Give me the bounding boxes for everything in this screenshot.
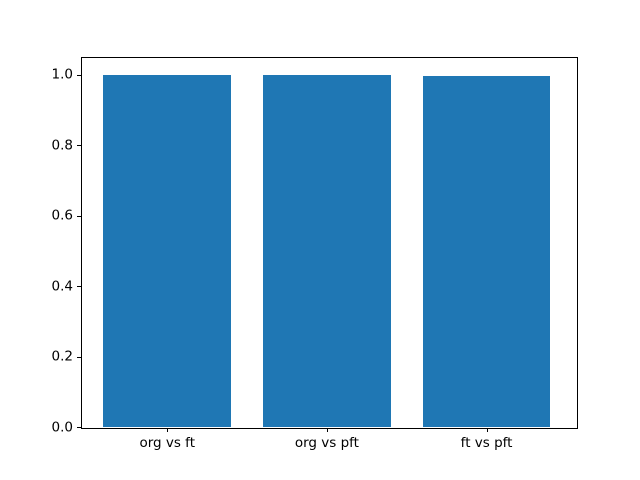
y-tick-label: 0.0 <box>51 418 73 435</box>
y-tick-label: 0.6 <box>51 207 73 224</box>
y-tick-label: 0.4 <box>51 277 73 294</box>
y-tick-mark <box>77 74 81 76</box>
x-tick-label-org-vs-pft: org vs pft <box>294 435 359 451</box>
x-tick-label-ft-vs-pft: ft vs pft <box>460 435 513 451</box>
bar-org-vs-pft <box>263 75 391 427</box>
x-tick-mark <box>167 428 169 432</box>
bar-ft-vs-pft <box>422 76 551 427</box>
y-tick-label: 0.8 <box>51 136 73 153</box>
y-tick-mark <box>77 286 81 288</box>
y-tick-mark <box>77 356 81 358</box>
x-tick-mark <box>326 428 328 432</box>
x-tick-label-org-vs-ft: org vs ft <box>139 435 195 451</box>
y-tick-mark <box>77 215 81 217</box>
y-tick-mark <box>77 145 81 147</box>
y-tick-label: 0.2 <box>51 348 73 365</box>
y-tick-label: 1.0 <box>51 66 73 83</box>
x-tick-mark <box>486 428 488 432</box>
y-tick-mark <box>77 427 81 428</box>
bar-org-vs-ft <box>103 75 232 427</box>
